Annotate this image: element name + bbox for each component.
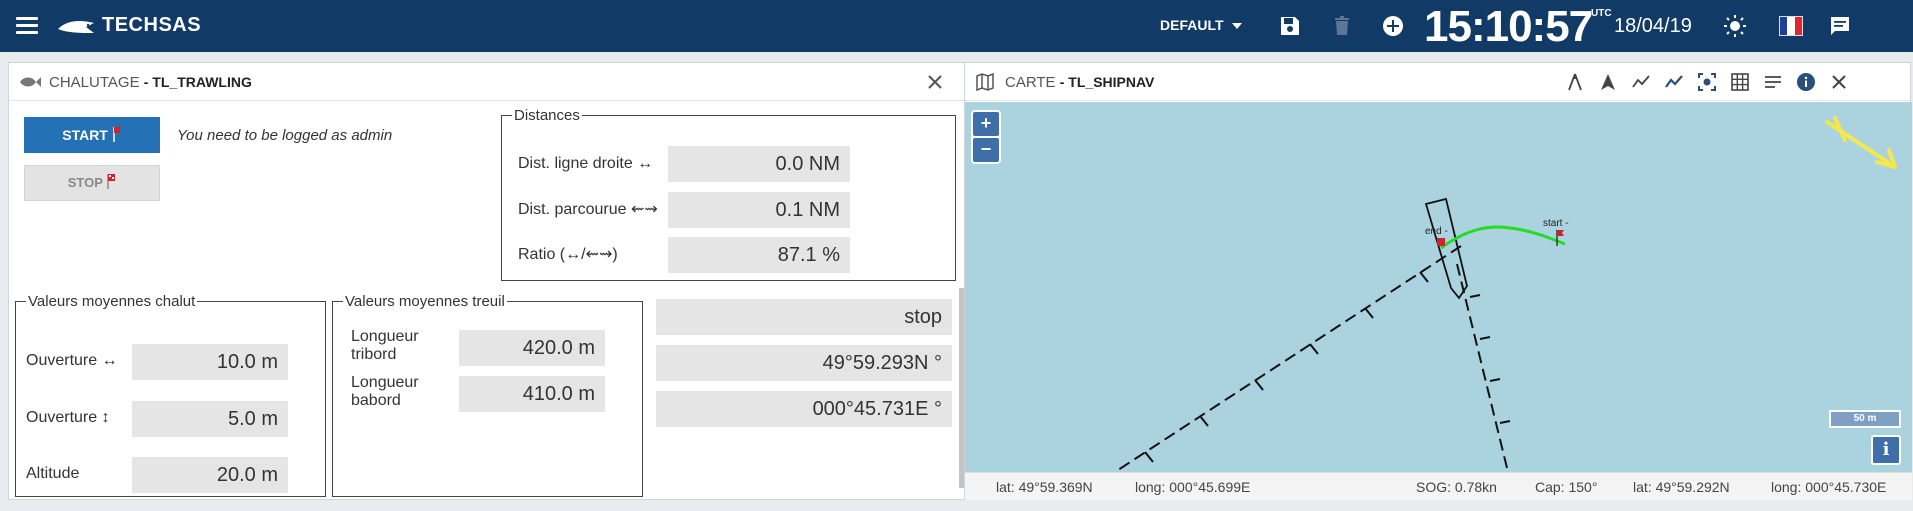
dist-travelled-label: Dist. parcourue ⇜⇝ <box>518 201 658 218</box>
trawl-averages-legend: Valeurs moyennes chalut <box>28 293 196 310</box>
start-label: start - <box>1543 218 1569 229</box>
navigation-icon[interactable] <box>1598 72 1618 92</box>
cursor-lat: lat: 49°59.369N <box>996 479 1093 495</box>
scale-bar: 50 m <box>1829 410 1901 428</box>
ship-long: long: 000°45.730E <box>1771 479 1887 495</box>
info-icon[interactable] <box>1796 72 1816 92</box>
port-length-value: 410.0 m <box>459 376 605 412</box>
grid-icon[interactable] <box>1730 72 1750 92</box>
starboard-length-label: Longueur tribord <box>351 328 419 363</box>
cursor-long: long: 000°45.699E <box>1135 479 1251 495</box>
track-line <box>1440 225 1566 250</box>
list-icon[interactable] <box>1763 72 1783 92</box>
flag-fr-icon[interactable] <box>1779 16 1803 36</box>
cap: Cap: 150° <box>1535 479 1598 495</box>
checkered-flag-icon <box>107 174 116 189</box>
altitude-label: Altitude <box>26 465 80 482</box>
starboard-length-value: 420.0 m <box>459 330 605 366</box>
track-points-icon[interactable] <box>1664 72 1684 92</box>
date: 18/04/19 <box>1614 15 1692 37</box>
start-marker <box>1557 230 1564 236</box>
zoom-control: + − <box>971 110 1001 164</box>
techsas-logo <box>58 21 94 33</box>
map-footer: lat: 49°59.369N long: 000°45.699E SOG: 0… <box>965 472 1912 500</box>
track-icon[interactable] <box>1631 72 1651 92</box>
wind-arrow-icon <box>1825 116 1897 169</box>
flag-icon <box>113 127 121 142</box>
opening-vertical-label: Ouverture ↕ <box>26 409 110 426</box>
trawling-panel: CHALUTAGE - TL_TRAWLING START STOP You n… <box>8 62 975 500</box>
top-bar: TECHSAS DEFAULT 15:10:57 UTC 18/04/19 <box>0 0 1913 52</box>
utc-label: UTC <box>1591 8 1612 19</box>
longitude-value: 000°45.731E ° <box>656 391 952 427</box>
map-canvas[interactable]: end - start - + − 50 m i <box>965 102 1912 472</box>
save-icon[interactable] <box>1278 14 1302 38</box>
add-circle-icon[interactable] <box>1381 14 1405 38</box>
ratio-label: Ratio (↔/⇜⇝) <box>518 246 618 263</box>
end-marker <box>1437 238 1445 246</box>
map-panel: CARTE - TL_SHIPNAV <box>964 62 1912 500</box>
distances-legend: Distances <box>514 107 580 124</box>
trawling-panel-header: CHALUTAGE - TL_TRAWLING <box>9 63 974 101</box>
winch-averages-legend: Valeurs moyennes treuil <box>345 293 505 310</box>
ratio-value: 87.1 % <box>668 237 850 273</box>
panel-name: - TL_TRAWLING <box>143 74 252 90</box>
clock: 15:10:57 <box>1424 2 1593 51</box>
dist-straight-label: Dist. ligne droite ↔ <box>518 155 654 172</box>
opening-horizontal-value: 10.0 m <box>132 344 288 380</box>
start-button[interactable]: START <box>24 117 160 153</box>
end-label: end - <box>1425 226 1448 237</box>
sog: SOG: 0.78kn <box>1416 479 1497 495</box>
trawl-state-value: stop <box>656 299 952 335</box>
map-info-button[interactable]: i <box>1871 435 1901 465</box>
profile-select[interactable]: DEFAULT <box>1160 17 1224 33</box>
map-icon <box>976 73 994 91</box>
port-length-label: Longueur babord <box>351 374 419 409</box>
close-icon[interactable] <box>1829 72 1849 92</box>
trash-icon[interactable] <box>1330 14 1354 38</box>
trawl-averages-fieldset: Valeurs moyennes chalut Ouverture ↔ 10.0… <box>15 293 326 497</box>
menu-icon[interactable] <box>16 17 38 35</box>
chat-icon[interactable] <box>1828 14 1852 38</box>
distances-fieldset: Distances Dist. ligne droite ↔ 0.0 NM Di… <box>501 107 956 281</box>
chevron-down-icon[interactable] <box>1232 23 1242 29</box>
opening-vertical-value: 5.0 m <box>132 401 288 437</box>
zoom-in-button[interactable]: + <box>973 112 999 136</box>
opening-horizontal-label: Ouverture ↔ <box>26 352 118 369</box>
dist-travelled-value: 0.1 NM <box>668 192 850 228</box>
panel-name: - TL_SHIPNAV <box>1059 74 1155 90</box>
panel-category: CHALUTAGE <box>49 74 140 91</box>
winch-averages-fieldset: Valeurs moyennes treuil Longueur tribord… <box>332 293 643 497</box>
stop-button[interactable]: STOP <box>24 165 160 201</box>
brightness-icon[interactable] <box>1723 14 1747 38</box>
map-panel-header: CARTE - TL_SHIPNAV <box>965 63 1910 101</box>
map-layer: end - start - <box>1114 116 1897 472</box>
altitude-value: 20.0 m <box>132 457 288 493</box>
latitude-value: 49°59.293N ° <box>656 345 952 381</box>
close-icon[interactable] <box>925 72 945 92</box>
fish-icon <box>20 77 41 87</box>
zoom-out-button[interactable]: − <box>973 138 999 162</box>
ship-lat: lat: 49°59.292N <box>1633 479 1730 495</box>
admin-message: You need to be logged as admin <box>177 127 393 144</box>
ship-outline <box>1424 197 1468 300</box>
panel-category: CARTE <box>1005 74 1056 91</box>
brand-name: TECHSAS <box>102 14 202 36</box>
warp-lines <box>1114 245 1509 472</box>
dist-straight-value: 0.0 NM <box>668 146 850 182</box>
compass-icon[interactable] <box>1565 72 1585 92</box>
target-icon[interactable] <box>1697 72 1717 92</box>
